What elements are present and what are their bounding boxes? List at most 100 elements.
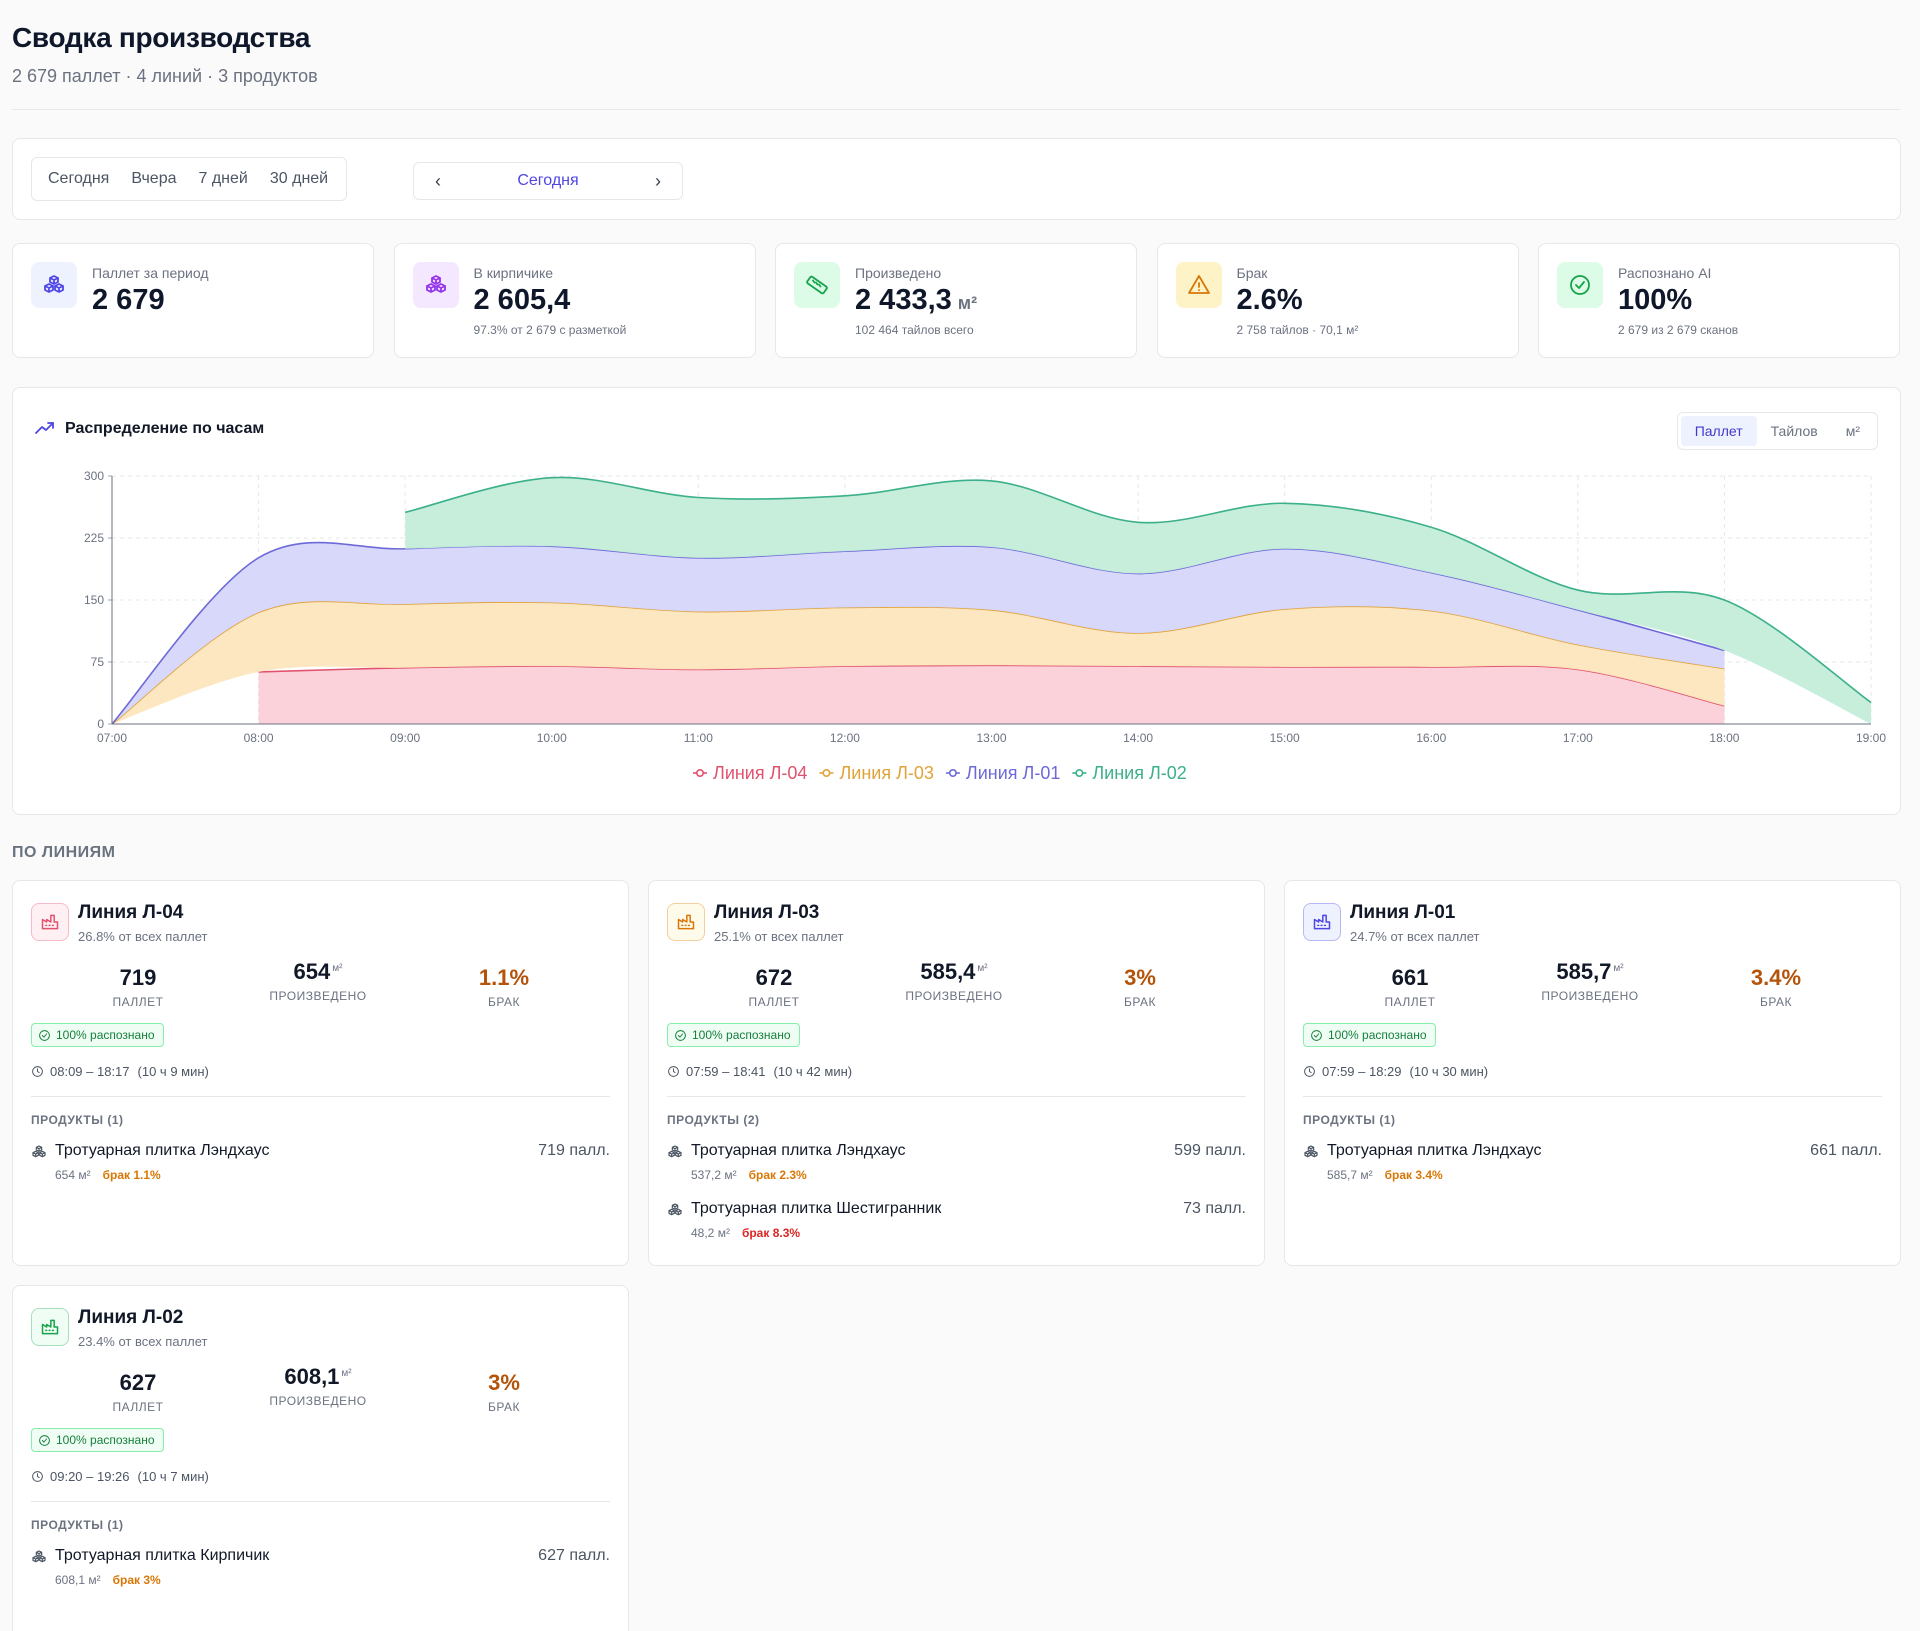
stat-label: ПРОИЗВЕДЕНО (905, 989, 1003, 1003)
stat-label: ПРОИЗВЕДЕНО (1541, 989, 1639, 1003)
time-duration: (10 ч 42 мин) (773, 1064, 853, 1079)
line-share: 25.1% от всех паллет (714, 929, 844, 944)
unit-m2-button[interactable]: м² (1845, 423, 1860, 439)
time-duration: (10 ч 9 мин) (137, 1064, 209, 1079)
unit-pallets-button[interactable]: Паллет (1680, 416, 1757, 446)
product-name: Тротуарная плитка Шестигранник (691, 1200, 942, 1217)
chart-areas (111, 476, 1872, 725)
line-icon-wrap (667, 903, 705, 941)
y-tick-label: 150 (84, 593, 104, 607)
kpi-card: В кирпичике 2 605,4 97.3% от 2 679 с разме… (393, 243, 756, 358)
product-item[interactable]: Тротуарная плитка Лэндхаус 719 палл. 654 м… (31, 1142, 610, 1186)
product-item[interactable]: Тротуарная плитка Шестигранник 73 палл. 48… (667, 1200, 1246, 1244)
series-line-4 (404, 476, 1872, 704)
check-circle-icon (1570, 275, 1590, 295)
product-count: 73 палл. (1183, 1200, 1246, 1217)
product-meta: 585,7 м² брак 3.4% (1327, 1168, 1443, 1182)
product-area: 585,7 м² (1327, 1168, 1373, 1182)
product-count: 599 палл. (1174, 1142, 1246, 1159)
kpi-unit: м² (957, 293, 978, 313)
stat-value: 627 (119, 1370, 157, 1395)
chevron-right-icon[interactable]: › (654, 170, 661, 191)
check-circle-icon (675, 1029, 686, 1041)
stat-label: ПРОИЗВЕДЕНО (269, 989, 367, 1003)
product-item[interactable]: Тротуарная плитка Лэндхаус 661 палл. 585,7… (1303, 1142, 1882, 1186)
recognized-badge: 100% распознано (667, 1023, 800, 1047)
legend-marker (695, 768, 704, 777)
section-title-by-lines: ПО ЛИНИЯМ (12, 844, 116, 861)
card-divider (1303, 1096, 1882, 1097)
stat-label: ПАЛЛЕТ (1384, 995, 1436, 1009)
cubes-icon (32, 1550, 46, 1563)
period-yesterday-button[interactable]: Вчера (131, 170, 177, 187)
product-name: Тротуарная плитка Лэндхаус (691, 1142, 906, 1159)
kpi-card: Произведено 2 433,3 м² 102 464 тайлов всего (775, 243, 1137, 358)
x-tick-label: 19:00 (1856, 731, 1886, 745)
time-range: 08:09 – 18:17 (50, 1064, 130, 1079)
legend-item[interactable]: Линия Л-02 (1072, 763, 1187, 783)
line-name: Линия Л-01 (1350, 902, 1456, 923)
x-tick-label: 11:00 (684, 731, 713, 745)
time-duration: (10 ч 7 мин) (137, 1469, 209, 1484)
legend-item[interactable]: Линия Л-04 (693, 763, 807, 783)
recognized-badge: 100% распознано (31, 1023, 164, 1047)
y-tick-label: 300 (84, 469, 104, 483)
time-duration: (10 ч 30 мин) (1409, 1064, 1489, 1079)
product-count: 661 палл. (1810, 1142, 1882, 1159)
line-icon-wrap (31, 903, 69, 941)
clock-icon (1304, 1066, 1315, 1077)
stat-defect: 3% БРАК (424, 1370, 584, 1414)
time-range: 07:59 – 18:41 (686, 1064, 766, 1079)
cubes-icon-wrap (412, 262, 459, 308)
x-tick-label: 08:00 (244, 731, 274, 745)
stat-label: БРАК (487, 995, 521, 1009)
recognized-badge: 100% распознано (31, 1428, 164, 1452)
factory-icon (41, 1319, 59, 1335)
stat-value: 585,4 м² (920, 959, 988, 984)
work-time: 08:09 – 18:17 (10 ч 9 мин) (31, 1064, 209, 1079)
hourly-area-chart: 0 75 150 225 300 07:00 08:00 09:00 10:00 11:00 12:… (84, 469, 1886, 783)
current-date-label[interactable]: Сегодня (517, 172, 579, 189)
legend-marker (822, 768, 831, 777)
product-area: 654 м² (55, 1168, 91, 1182)
period-today-button[interactable]: Сегодня (48, 170, 110, 187)
work-time: 07:59 – 18:41 (10 ч 42 мин) (667, 1064, 852, 1079)
series-line-3 (111, 541, 1725, 725)
series-area-2 (112, 601, 1725, 724)
stat-unit: м² (1613, 962, 1624, 974)
cubes-icon-wrap (31, 262, 77, 308)
stat-label: БРАК (1759, 995, 1793, 1009)
stat-label: ПАЛЛЕТ (112, 995, 164, 1009)
legend-marker (948, 768, 957, 777)
product-meta: 608,1 м² брак 3% (55, 1573, 161, 1587)
date-navigator: ‹ Сегодня › (413, 162, 683, 200)
page-header: Сводка производства 2 679 паллет · 4 лин… (12, 22, 318, 87)
y-tick-label: 75 (91, 655, 105, 669)
kpi-label: Распознано AI (1618, 265, 1712, 281)
period-7-days-button[interactable]: 7 дней (198, 170, 248, 187)
stat-value: 3% (488, 1370, 520, 1395)
product-item[interactable]: Тротуарная плитка Кирпичик 627 палл. 608,1… (31, 1547, 610, 1591)
stat-label: ПРОИЗВЕДЕНО (269, 1394, 367, 1408)
card-divider (31, 1501, 610, 1502)
legend-item[interactable]: Линия Л-01 (945, 763, 1060, 783)
work-time: 07:59 – 18:29 (10 ч 30 мин) (1303, 1064, 1488, 1079)
product-item[interactable]: Тротуарная плитка Лэндхаус 599 палл. 537,2… (667, 1142, 1246, 1186)
stat-value: 3.4% (1750, 965, 1802, 990)
stat-label: ПАЛЛЕТ (748, 995, 800, 1009)
work-time: 09:20 – 19:26 (10 ч 7 мин) (31, 1469, 209, 1484)
products-title: ПРОДУКТЫ (1) (31, 1113, 124, 1127)
check-circle-icon (1311, 1029, 1322, 1041)
stat-pallets: 672 ПАЛЛЕТ (694, 965, 854, 1009)
unit-tiles-button[interactable]: Тайлов (1770, 423, 1818, 439)
stat-value: 608,1 м² (284, 1364, 352, 1389)
line-share: 26.8% от всех паллет (78, 929, 208, 944)
page-title: Сводка производства (12, 22, 311, 53)
chevron-left-icon[interactable]: ‹ (435, 170, 441, 191)
cubes-icon (32, 1145, 46, 1158)
products-title: ПРОДУКТЫ (1) (31, 1518, 124, 1532)
chart-title: Распределение по часам (65, 420, 265, 437)
legend-item[interactable]: Линия Л-03 (819, 763, 934, 783)
period-30-days-button[interactable]: 30 дней (269, 170, 329, 187)
